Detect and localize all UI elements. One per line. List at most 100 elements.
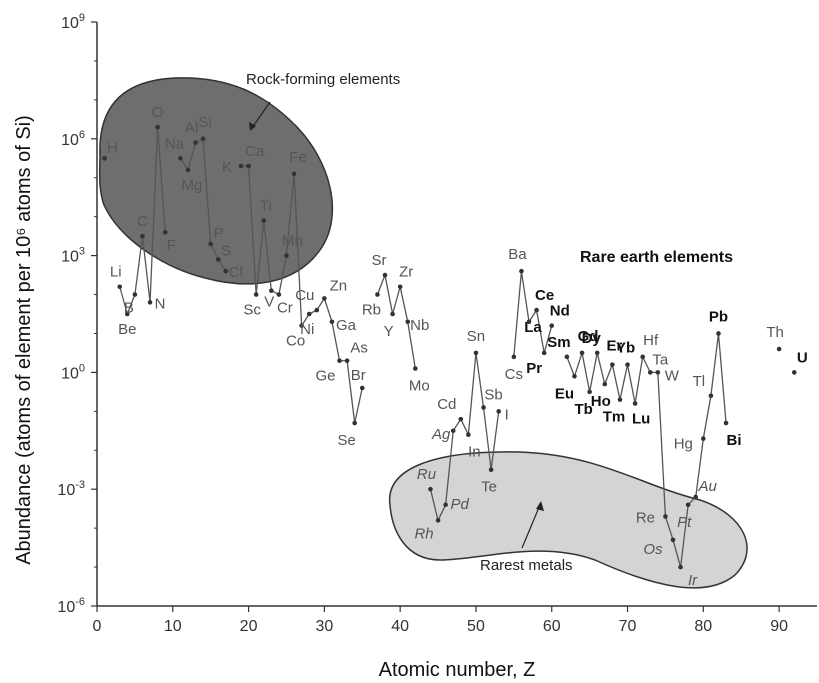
point-Dy (594, 350, 600, 356)
label-Nd: Nd (550, 303, 570, 320)
point-Rh (435, 518, 441, 523)
point-Cs (511, 354, 517, 360)
label-Rh: Rh (414, 525, 433, 542)
point-Te (488, 467, 494, 473)
x-tick-label-40: 40 (391, 618, 409, 635)
point-Yb (625, 362, 630, 367)
label-Mo: Mo (409, 378, 430, 395)
label-Cd: Cd (437, 396, 456, 413)
point-K (238, 163, 244, 169)
point-Th (776, 346, 782, 352)
label-Zn: Zn (330, 277, 348, 294)
point-Ni (306, 311, 312, 317)
label-Dy: Dy (582, 330, 602, 347)
label-Pt: Pt (677, 514, 692, 531)
rarest-metals-region (388, 451, 748, 589)
rare-earth-label: Rare earth elements (580, 249, 733, 266)
label-Sb: Sb (484, 386, 502, 403)
point-S (215, 257, 221, 262)
label-Lu: Lu (632, 411, 650, 428)
label-As: As (350, 340, 368, 357)
label-Ce: Ce (535, 287, 554, 304)
label-Ir: Ir (688, 572, 698, 589)
series-segment (376, 272, 416, 369)
point-Sm (564, 354, 570, 360)
point-Re (663, 514, 668, 519)
point-U (791, 370, 797, 375)
rarest-metals-arrow (521, 504, 541, 549)
label-Tb: Tb (574, 401, 592, 418)
label-Pr: Pr (526, 360, 542, 377)
point-C (140, 233, 145, 239)
label-Nb: Nb (410, 317, 429, 334)
x-tick-label-80: 80 (694, 618, 712, 635)
point-Nb (405, 319, 411, 325)
label-Ag: Ag (431, 426, 451, 443)
point-Br (359, 385, 365, 391)
point-Tm (617, 397, 623, 402)
label-Li: Li (110, 264, 122, 281)
y-tick-label-0: 100 (61, 362, 85, 382)
label-Pd: Pd (450, 496, 469, 513)
y-tick-label--3: 10-3 (57, 479, 85, 499)
axis-ticks: 0 10 20 30 40 50 60 70 80 90 109 106 103 100 10-3 10-6 (57, 12, 788, 635)
label-Hg: Hg (674, 436, 693, 453)
point-Fe (291, 171, 297, 177)
y-tick-label-6: 106 (61, 129, 85, 149)
x-tick-label-30: 30 (315, 618, 333, 635)
label-Be: Be (118, 321, 136, 338)
label-Cs: Cs (505, 366, 523, 383)
point-Cd (458, 416, 464, 422)
label-Tm: Tm (603, 409, 626, 426)
x-tick-label-0: 0 (93, 618, 102, 635)
point-Na (178, 155, 183, 161)
label-K: K (222, 159, 232, 176)
point-Sc (253, 292, 259, 297)
y-tick-label-3: 103 (61, 246, 85, 266)
x-tick-label-20: 20 (240, 618, 258, 635)
label-Ga: Ga (336, 317, 357, 334)
point-Sn (473, 350, 479, 356)
label-Ca: Ca (245, 143, 265, 160)
label-Rb: Rb (362, 302, 381, 319)
point-As (344, 358, 350, 364)
element-labels: H Li Be B C N O F Na Mg Al Si PS Cl K Ca Sc Ti V Cr Mn Fe CoNi… (107, 104, 808, 589)
x-tick-label-70: 70 (619, 618, 637, 635)
point-Eu (572, 373, 577, 379)
y-tick-label-9: 109 (61, 12, 85, 32)
point-Mo (413, 366, 418, 371)
point-Ta (647, 370, 653, 375)
label-Hf: Hf (643, 332, 659, 349)
point-Co (299, 323, 304, 328)
label-Na: Na (165, 135, 185, 152)
label-Ru: Ru (417, 466, 437, 483)
point-Mn (284, 253, 289, 258)
x-tick-label-90: 90 (770, 618, 788, 635)
label-In: In (468, 444, 481, 461)
point-Sb (481, 405, 486, 410)
point-Zr (397, 284, 403, 290)
point-Er (610, 362, 615, 367)
label-I: I (505, 406, 509, 423)
label-Er: Er (606, 338, 622, 355)
point-Os (670, 537, 676, 543)
point-Be (125, 311, 130, 317)
point-Cu (314, 307, 320, 313)
point-Zn (322, 296, 327, 301)
abundance-series (102, 124, 797, 570)
rarest-metals-arrowhead (536, 501, 544, 511)
point-Ge (337, 358, 342, 364)
label-Mn: Mn (282, 233, 303, 250)
point-Hg (701, 436, 706, 441)
point-Pd (443, 502, 448, 508)
label-Se: Se (338, 432, 356, 449)
label-Eu: Eu (555, 385, 574, 402)
point-B (132, 292, 138, 297)
label-Gd: Gd (578, 328, 599, 345)
point-Nd (549, 323, 555, 328)
label-Br: Br (351, 367, 366, 384)
point-W (655, 370, 661, 375)
rock-forming-arrow (251, 101, 271, 129)
label-Sr: Sr (372, 252, 387, 269)
